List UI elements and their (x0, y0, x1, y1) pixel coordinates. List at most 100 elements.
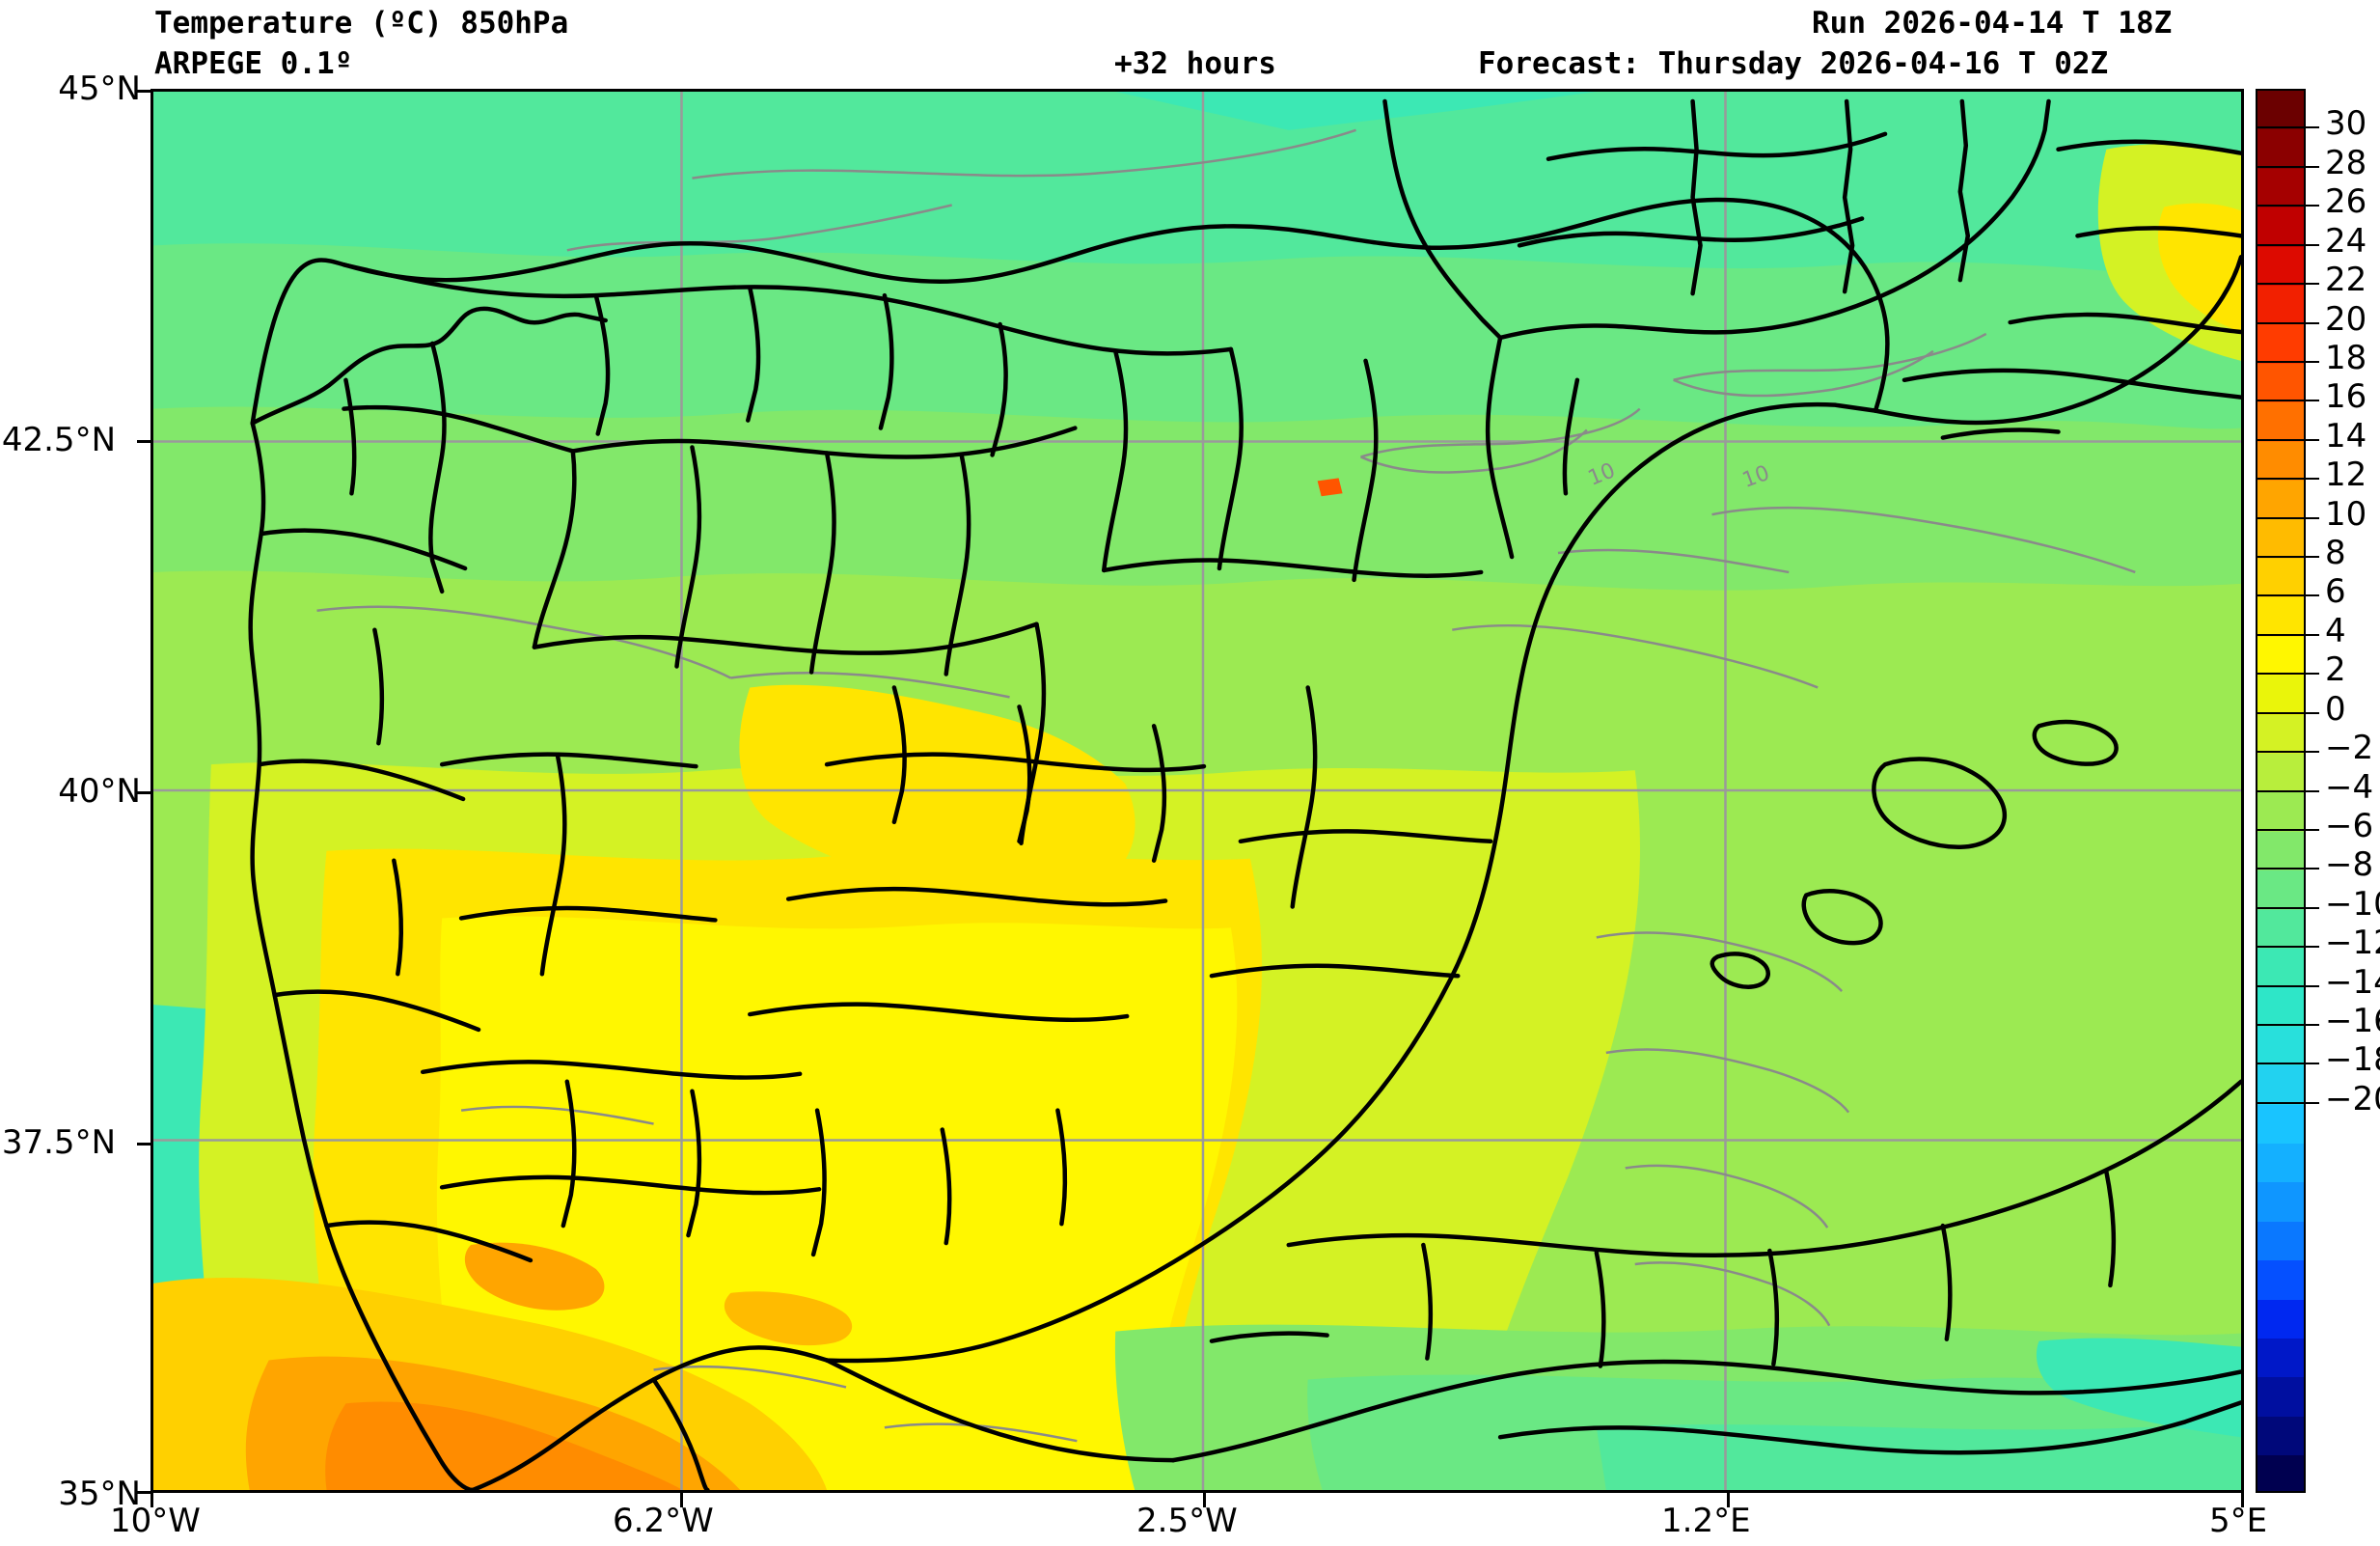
colorbar-tick-mark (2304, 478, 2319, 481)
colorbar-band-separator (2256, 711, 2306, 714)
colorbar-swatch (2257, 676, 2304, 715)
colorbar-swatch (2257, 1416, 2304, 1456)
colorbar-tick-label: 20 (2325, 299, 2367, 339)
colorbar-swatch (2257, 1182, 2304, 1222)
colorbar-band-separator (2256, 789, 2306, 792)
model-label: ARPEGE 0.1º (154, 46, 353, 81)
colorbar-tick-label: 22 (2325, 261, 2367, 300)
colorbar-swatch (2257, 441, 2304, 482)
colorbar-swatch (2257, 1377, 2304, 1417)
lead-time-label: +32 hours (1114, 46, 1276, 81)
ytick-mark-40n (137, 791, 151, 794)
colorbar-tick-mark (2304, 400, 2319, 402)
forecast-time-label: Forecast: Thursday 2026-04-16 T 02Z (1478, 46, 2109, 81)
xtick-label-62w: 6.2°W (613, 1502, 714, 1540)
colorbar-tick-label: 0 (2325, 689, 2346, 729)
xtick-label-25w: 2.5°W (1136, 1502, 1238, 1540)
ytick-label-45n: 45°N (58, 69, 141, 108)
colorbar-tick-mark (2304, 126, 2319, 129)
colorbar-swatch (2257, 481, 2304, 520)
colorbar-band-separator (2256, 438, 2306, 441)
colorbar-tick-label: 26 (2325, 182, 2367, 222)
colorbar-tick-mark (2304, 1063, 2319, 1065)
colorbar-swatch (2257, 168, 2304, 208)
colorbar-swatch (2257, 1299, 2304, 1339)
xtick-mark-12e (1727, 1493, 1730, 1507)
colorbar-band-separator (2256, 906, 2306, 909)
colorbar-tick-mark (2304, 1101, 2319, 1104)
colorbar-band-separator (2256, 1063, 2306, 1065)
page-title: Temperature (ºC) 850hPa (154, 6, 569, 41)
colorbar-swatch (2257, 558, 2304, 598)
chart-header: Temperature (ºC) 850hPa ARPEGE 0.1º +32 … (0, 0, 2380, 92)
colorbar-band-separator (2256, 673, 2306, 676)
colorbar-band-separator (2256, 1024, 2306, 1026)
colorbar-tick-mark (2304, 633, 2319, 636)
colorbar-swatch (2257, 91, 2304, 130)
colorbar-tick-label: −2 (2325, 729, 2374, 768)
colorbar-tick-mark (2304, 165, 2319, 168)
colorbar-tick-label: −6 (2325, 806, 2374, 845)
coastline-and-borders (248, 98, 2241, 1490)
colorbar-swatch (2257, 1104, 2304, 1144)
colorbar-band-separator (2256, 868, 2306, 870)
colorbar-tick-mark (2304, 360, 2319, 363)
colorbar-tick-label: −8 (2325, 845, 2374, 885)
colorbar-tick-label: 2 (2325, 650, 2346, 690)
colorbar-tick-label: −18 (2325, 1040, 2380, 1080)
ytick-label-35n: 35°N (58, 1475, 141, 1513)
colorbar-tick-label: 14 (2325, 416, 2367, 456)
colorbar-tick-label: 4 (2325, 611, 2346, 650)
colorbar-band-separator (2256, 594, 2306, 597)
colorbar-tick-label: 6 (2325, 572, 2346, 612)
ytick-mark-425n (137, 440, 151, 443)
colorbar-swatch (2257, 1065, 2304, 1105)
colorbar-tick-label: 8 (2325, 534, 2346, 572)
colorbar-swatch (2257, 1221, 2304, 1261)
colorbar-swatch (2257, 1260, 2304, 1300)
isotherm-contours (316, 128, 2136, 1443)
colorbar-tick-label: 28 (2325, 143, 2367, 182)
colorbar-tick-mark (2304, 283, 2319, 286)
colorbar-tick-label: −20 (2325, 1079, 2380, 1118)
colorbar-swatch (2257, 207, 2304, 247)
colorbar-swatch (2257, 792, 2304, 832)
ytick-label-375n: 37.5°N (1, 1123, 116, 1162)
colorbar-band-separator (2256, 946, 2306, 949)
colorbar-tick-mark (2304, 438, 2319, 441)
temperature-map-plot: 10 10 (150, 89, 2244, 1493)
colorbar-swatch (2257, 1455, 2304, 1491)
xtick-label-12e: 1.2°E (1661, 1502, 1751, 1540)
colorbar-tick-mark (2304, 828, 2319, 831)
colorbar-swatch (2257, 363, 2304, 403)
colorbar-tick-label: 16 (2325, 377, 2367, 417)
xtick-label-5e: 5°E (2209, 1502, 2268, 1540)
colorbar-tick-mark (2304, 321, 2319, 324)
colorbar-band-separator (2256, 360, 2306, 363)
colorbar-tick-mark (2304, 751, 2319, 754)
colorbar-tick-label: 10 (2325, 494, 2367, 534)
colorbar-tick-mark (2304, 516, 2319, 519)
colorbar-band-separator (2256, 321, 2306, 324)
colorbar-tick-mark (2304, 205, 2319, 207)
xtick-mark-25w (1203, 1493, 1206, 1507)
colorbar-tick-label: −4 (2325, 767, 2374, 807)
colorbar-tick-mark (2304, 556, 2319, 558)
colorbar-tick-label: −12 (2325, 924, 2380, 963)
colorbar (2256, 89, 2306, 1493)
colorbar-band-separator (2256, 1101, 2306, 1104)
colorbar-swatch (2257, 402, 2304, 442)
xtick-label-10w: 10°W (110, 1502, 201, 1540)
colorbar-band-separator (2256, 126, 2306, 129)
xtick-mark-62w (680, 1493, 683, 1507)
colorbar-tick-mark (2304, 906, 2319, 909)
colorbar-swatch (2257, 1026, 2304, 1066)
run-time-label: Run 2026-04-14 T 18Z (1812, 6, 2173, 41)
ytick-label-425n: 42.5°N (1, 421, 116, 459)
xtick-mark-10w (150, 1493, 153, 1507)
colorbar-tick-mark (2304, 1024, 2319, 1026)
colorbar-swatch (2257, 129, 2304, 169)
colorbar-swatch (2257, 1143, 2304, 1183)
ytick-mark-375n (137, 1143, 151, 1146)
colorbar-tick-label: −14 (2325, 962, 2380, 1002)
